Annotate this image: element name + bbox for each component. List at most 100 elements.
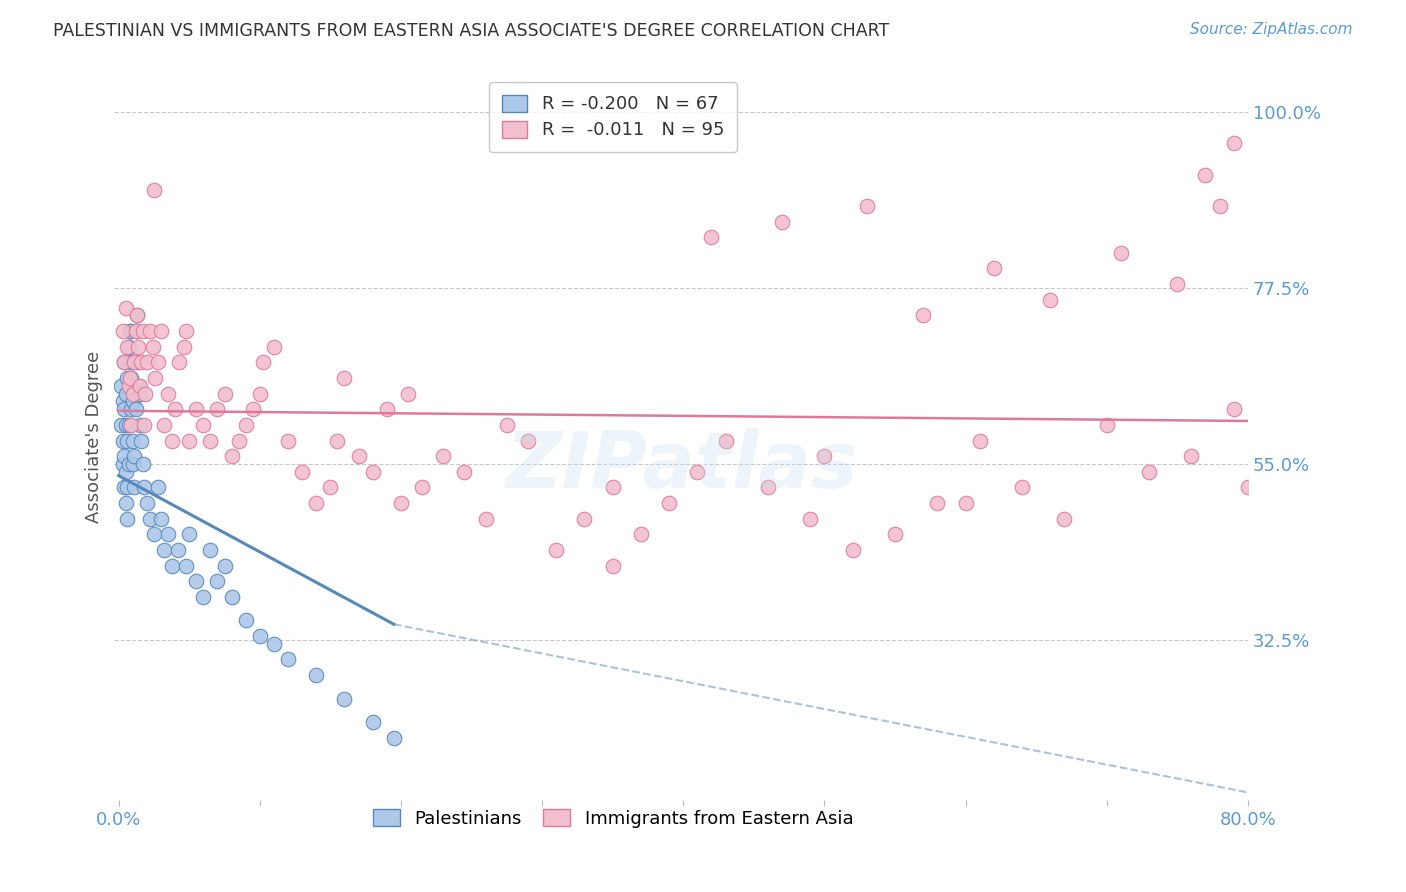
Point <box>112 355 135 369</box>
Point <box>235 417 257 432</box>
Legend: Palestinians, Immigrants from Eastern Asia: Palestinians, Immigrants from Eastern As… <box>366 802 860 835</box>
Point <box>118 324 141 338</box>
Point <box>112 355 135 369</box>
Text: ZIPatlas: ZIPatlas <box>505 427 858 504</box>
Point <box>193 417 215 432</box>
Point <box>252 355 274 369</box>
Point <box>132 417 155 432</box>
Point <box>841 543 863 558</box>
Point <box>714 434 737 448</box>
Point <box>146 355 169 369</box>
Point <box>333 691 356 706</box>
Point <box>186 574 208 589</box>
Point <box>125 355 148 369</box>
Point <box>112 449 135 463</box>
Point <box>157 386 180 401</box>
Point <box>214 386 236 401</box>
Point <box>117 457 139 471</box>
Point <box>120 402 142 417</box>
Point <box>173 340 195 354</box>
Point <box>165 402 187 417</box>
Point <box>114 417 136 432</box>
Point <box>124 324 146 338</box>
Point <box>127 378 149 392</box>
Point <box>700 230 723 244</box>
Point <box>117 378 139 392</box>
Point <box>263 637 285 651</box>
Point <box>347 449 370 463</box>
Point <box>1194 168 1216 182</box>
Point <box>176 558 198 573</box>
Point <box>169 355 191 369</box>
Point <box>1053 512 1076 526</box>
Point <box>884 527 907 541</box>
Point <box>114 301 136 315</box>
Point <box>305 496 328 510</box>
Point <box>474 512 496 526</box>
Point <box>249 629 271 643</box>
Point <box>112 480 135 494</box>
Point <box>277 652 299 666</box>
Point <box>186 402 208 417</box>
Point <box>131 457 153 471</box>
Point <box>453 465 475 479</box>
Point <box>1208 199 1230 213</box>
Point <box>115 480 138 494</box>
Point <box>411 480 433 494</box>
Point <box>179 527 201 541</box>
Point <box>333 371 356 385</box>
Point <box>630 527 652 541</box>
Point <box>114 496 136 510</box>
Point <box>111 434 134 448</box>
Point <box>120 371 142 385</box>
Point <box>361 465 384 479</box>
Point <box>1039 293 1062 307</box>
Point <box>193 590 215 604</box>
Point <box>574 512 596 526</box>
Point <box>128 386 150 401</box>
Point <box>122 449 145 463</box>
Point <box>249 386 271 401</box>
Point <box>132 480 155 494</box>
Point <box>117 340 139 354</box>
Point <box>179 434 201 448</box>
Point <box>799 512 821 526</box>
Point <box>602 480 624 494</box>
Point <box>115 512 138 526</box>
Point <box>382 731 405 745</box>
Point <box>602 558 624 573</box>
Point <box>1166 277 1188 292</box>
Point <box>1180 449 1202 463</box>
Point <box>124 402 146 417</box>
Point <box>157 527 180 541</box>
Point <box>115 371 138 385</box>
Point <box>141 340 163 354</box>
Point <box>120 417 142 432</box>
Point <box>138 324 160 338</box>
Point <box>118 355 141 369</box>
Point <box>277 434 299 448</box>
Point <box>495 417 517 432</box>
Point <box>135 355 157 369</box>
Point <box>167 543 190 558</box>
Point <box>686 465 709 479</box>
Point <box>176 324 198 338</box>
Point <box>135 496 157 510</box>
Point <box>118 371 141 385</box>
Point <box>117 417 139 432</box>
Text: PALESTINIAN VS IMMIGRANTS FROM EASTERN ASIA ASSOCIATE'S DEGREE CORRELATION CHART: PALESTINIAN VS IMMIGRANTS FROM EASTERN A… <box>53 22 890 40</box>
Point <box>115 434 138 448</box>
Point <box>121 386 143 401</box>
Point <box>770 214 793 228</box>
Point <box>221 449 243 463</box>
Point <box>124 324 146 338</box>
Point <box>375 402 398 417</box>
Point <box>1137 465 1160 479</box>
Point <box>969 434 991 448</box>
Point <box>1222 136 1244 151</box>
Point <box>110 417 132 432</box>
Point <box>319 480 342 494</box>
Point <box>207 402 229 417</box>
Point <box>120 324 142 338</box>
Point <box>389 496 412 510</box>
